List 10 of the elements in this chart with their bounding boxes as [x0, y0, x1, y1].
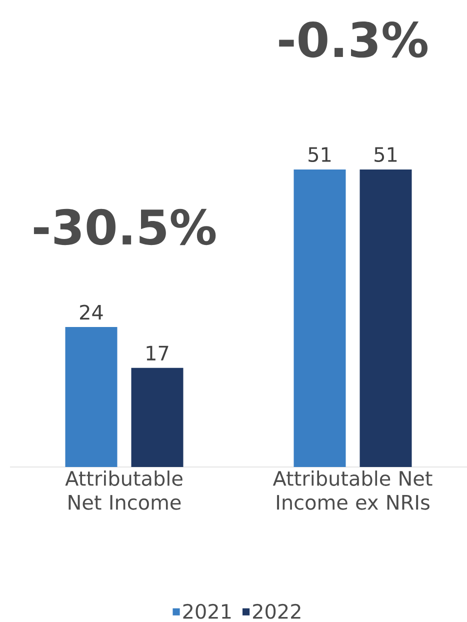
legend-label: 2021 [183, 604, 231, 619]
data-label: 24 [80, 304, 103, 320]
data-label: 51 [374, 147, 397, 162]
data-label: 17 [146, 346, 168, 360]
x-tick-label: Attributable Net Income ex NRIs [272, 470, 432, 510]
data-label: 51 [308, 147, 331, 162]
annotation: -30.5% [34, 208, 216, 246]
text: -0.3% [279, 21, 428, 58]
legend-label: 2022 [253, 604, 300, 619]
x-tick-label: Attributable Net Income [65, 470, 182, 510]
